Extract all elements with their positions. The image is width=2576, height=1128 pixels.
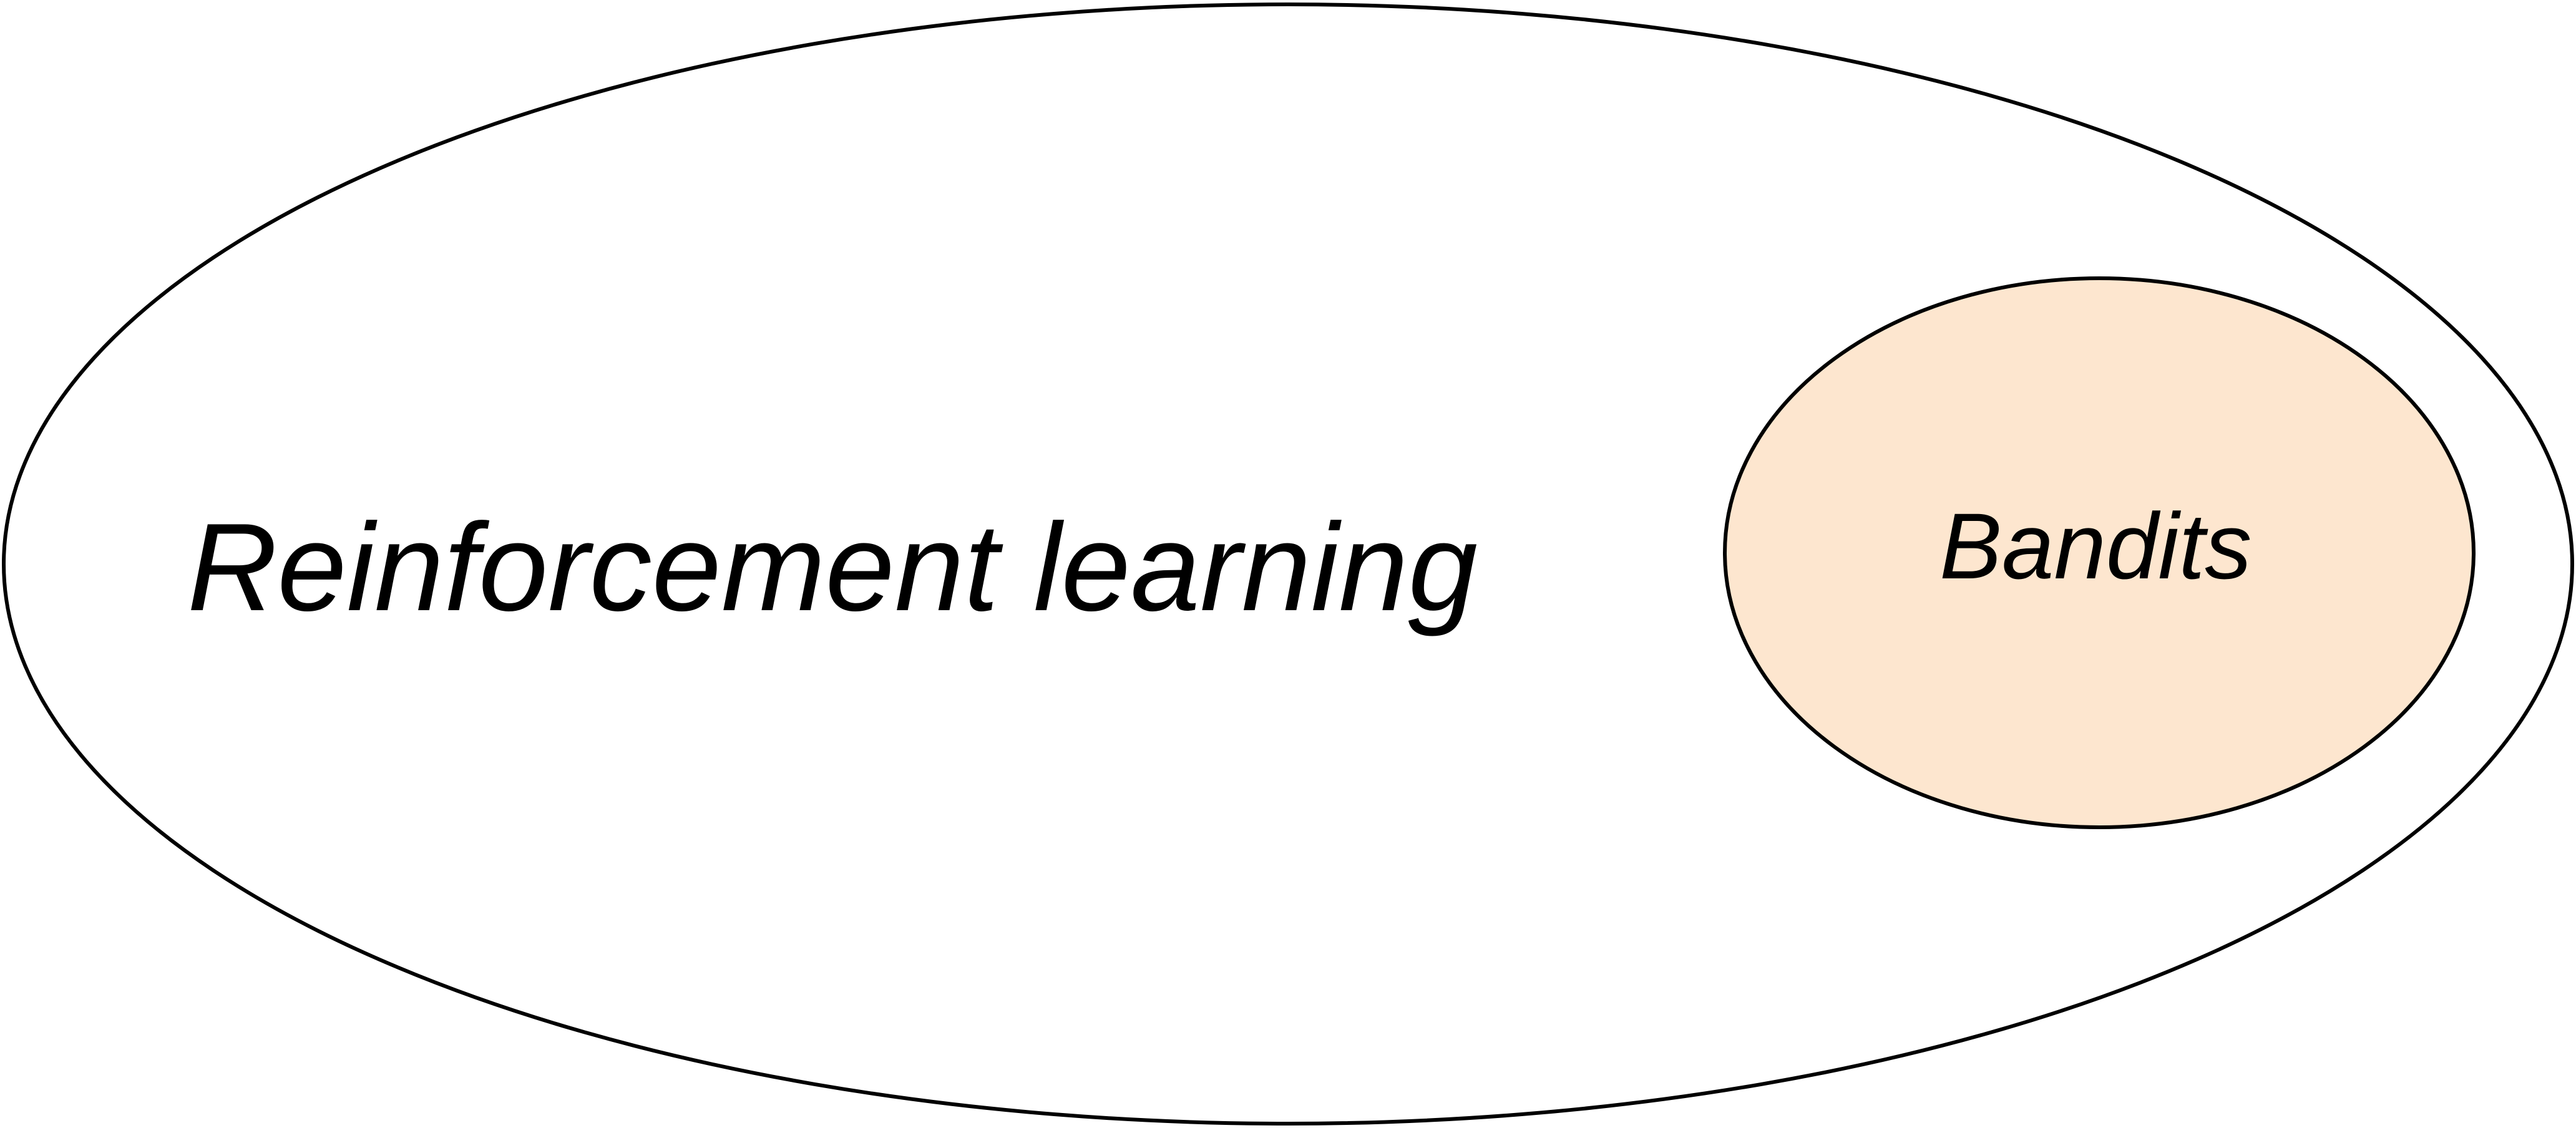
bandits-ellipse (1723, 276, 2476, 829)
bandits-label: Bandits (1939, 494, 2252, 598)
reinforcement-learning-label: Reinforcement learning (187, 498, 1478, 637)
